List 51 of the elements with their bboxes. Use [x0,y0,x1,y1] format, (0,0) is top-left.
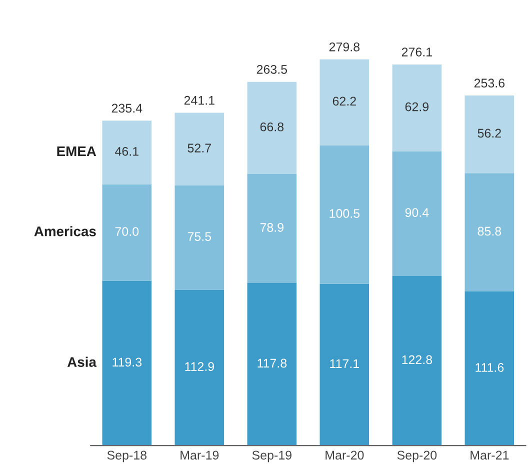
total-label: 253.6 [474,78,505,88]
series-label: Americas [34,226,96,236]
data-label: 90.4 [405,208,429,218]
data-label: 119.3 [112,358,142,367]
bar [102,120,152,184]
data-label: 46.1 [115,146,138,156]
bar [247,82,297,174]
bar [320,59,370,146]
data-label: 117.8 [258,358,287,368]
x-tick-label: Mar-19 [180,450,219,460]
data-label: 122.8 [402,355,432,364]
data-label: 75.5 [188,232,212,241]
bar [464,292,514,446]
series-label: EMEA [57,146,96,156]
data-label: 66.8 [260,122,284,132]
series-label: Asia [67,356,97,367]
bar [464,96,514,174]
bar [247,174,297,283]
bar [247,282,297,446]
x-tick-label: Mar-21 [470,450,509,460]
bar [320,284,370,446]
x-tick-label: Sep-20 [397,450,437,462]
x-tick-label: Sep-18 [107,450,146,462]
data-label: 62.2 [332,96,356,106]
total-label: 279.8 [329,42,360,52]
bar [320,145,370,284]
total-label: 235.4 [112,104,142,113]
bar [392,64,442,152]
total-label: 263.5 [256,64,288,74]
data-label: 100.5 [330,209,360,218]
x-tick-label: Sep-19 [252,450,292,462]
bar [392,276,442,446]
data-label: 117.1 [330,359,359,368]
data-label: 56.2 [478,128,501,138]
x-tick-label: Mar-20 [326,450,364,460]
data-label: 52.7 [188,144,211,152]
bar [102,184,152,281]
data-label: 78.9 [260,223,284,232]
bar [174,186,224,290]
bar [464,173,514,292]
bar [174,112,224,186]
bar [392,151,442,276]
data-label: 111.6 [476,363,504,372]
data-label: 70.0 [115,227,139,236]
total-label: 241.1 [184,96,214,105]
bar [102,280,152,446]
data-label: 85.8 [478,226,502,236]
data-label: 112.9 [185,362,214,371]
data-label: 62.9 [405,102,428,112]
total-label: 276.1 [402,48,432,56]
bar [174,290,224,446]
